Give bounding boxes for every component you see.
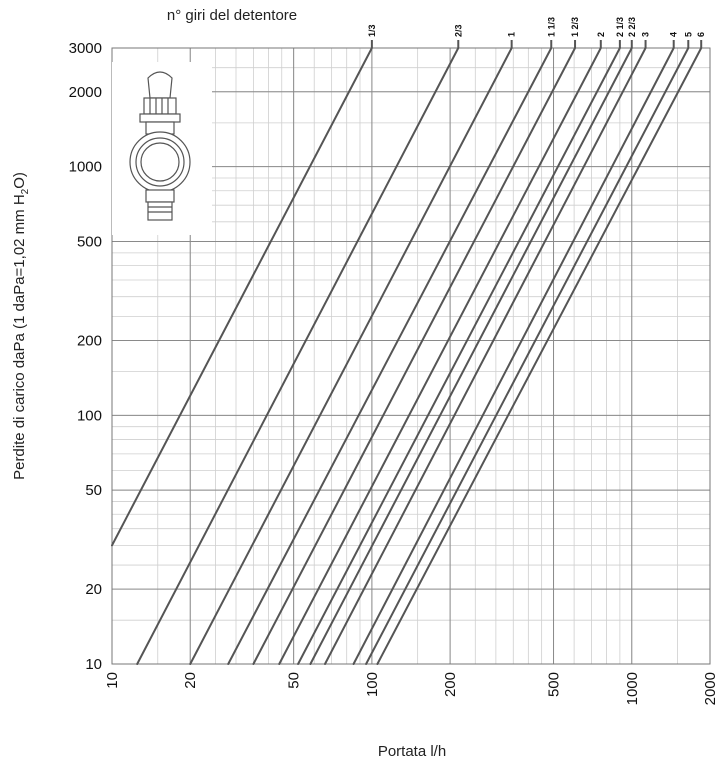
- series-label-8: 3: [641, 32, 651, 37]
- series-label-4: 1 2/3: [570, 17, 580, 37]
- series-labels: 1/3 2/3 1 1 1/3 1 2/3 2 2 1/3 2 2/3 3 4 5 6: [367, 17, 706, 37]
- y-axis-title-end: O): [11, 172, 28, 189]
- y-tick-label: 10: [85, 656, 102, 673]
- y-axis-title-subscript: 2: [20, 188, 31, 194]
- series-line-5: [278, 47, 602, 665]
- series-line-11: [376, 47, 703, 665]
- series-label-6: 2 1/3: [615, 17, 625, 37]
- y-tick-labels: 10 20 50 100 200 500 1000 2000 3000: [69, 40, 102, 673]
- x-axis-title: Portata l/h: [378, 743, 446, 760]
- x-tick-label: 10: [104, 672, 121, 689]
- y-tick-label: 20: [85, 581, 102, 598]
- series-line-4: [252, 47, 577, 665]
- y-tick-label: 200: [77, 332, 102, 349]
- series-line-0: [111, 47, 373, 547]
- y-tick-label: 2000: [69, 84, 102, 101]
- x-tick-label: 100: [364, 672, 381, 697]
- series-label-10: 5: [683, 32, 693, 37]
- series-label-0: 1/3: [367, 24, 377, 37]
- series-label-11: 6: [696, 32, 706, 37]
- series-line-2: [189, 47, 513, 665]
- series-line-6: [297, 47, 621, 665]
- y-tick-label: 3000: [69, 40, 102, 57]
- series-label-5: 2: [596, 32, 606, 37]
- series-label-9: 4: [669, 32, 679, 37]
- series-label-7: 2 2/3: [627, 17, 637, 37]
- series-line-3: [227, 47, 553, 665]
- series-label-2: 1: [507, 32, 517, 37]
- series-label-1: 2/3: [453, 24, 463, 37]
- plot-frame: [111, 47, 711, 665]
- y-axis-title-main: Perdite di carico daPa (1 daPa=1,02 mm H: [11, 194, 28, 480]
- x-tick-label: 200: [442, 672, 459, 697]
- y-tick-label: 50: [85, 482, 102, 499]
- series-line-8: [323, 47, 647, 665]
- x-tick-label: 50: [286, 672, 303, 689]
- y-tick-label: 100: [77, 407, 102, 424]
- x-tick-labels: 10 20 50 100 200 500 1000 2000: [104, 672, 717, 705]
- x-tick-label: 2000: [702, 672, 717, 705]
- valve-icon: [112, 62, 212, 235]
- series-line-1: [136, 47, 460, 665]
- x-tick-label: 20: [182, 672, 199, 689]
- series-label-3: 1 1/3: [546, 17, 556, 37]
- y-tick-label: 500: [77, 234, 102, 251]
- y-tick-label: 1000: [69, 159, 102, 176]
- series-line-9: [352, 47, 675, 665]
- x-tick-label: 1000: [624, 672, 641, 705]
- x-tick-label: 500: [546, 672, 563, 697]
- chart-title: n° giri del detentore: [167, 7, 297, 24]
- series-layer: [111, 40, 703, 665]
- y-axis-title: Perdite di carico daPa (1 daPa=1,02 mm H…: [11, 172, 31, 480]
- series-line-7: [309, 47, 633, 665]
- series-line-10: [365, 47, 690, 665]
